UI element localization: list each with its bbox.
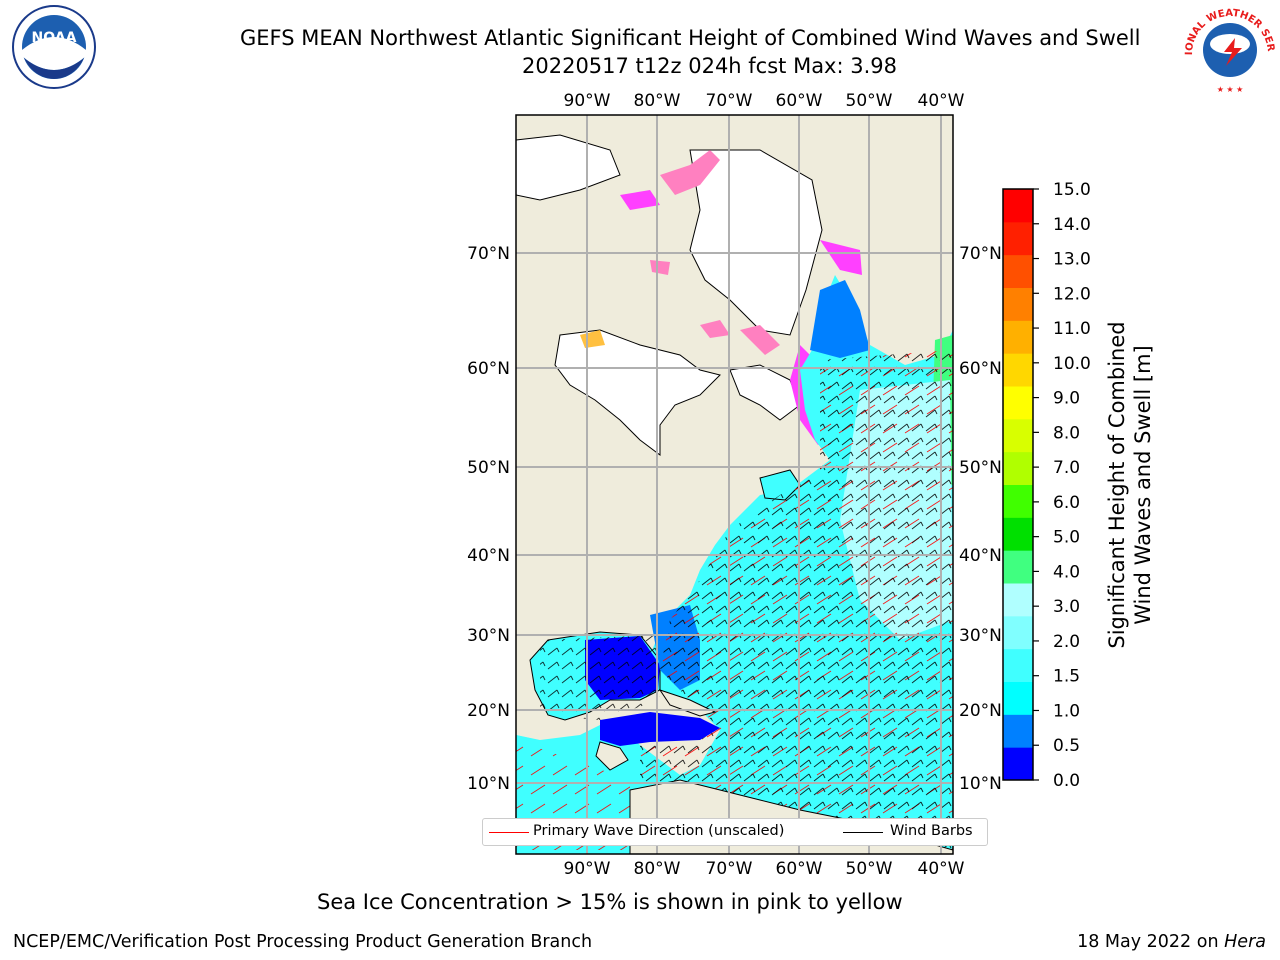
lon-tick: 90°W [564, 859, 611, 879]
colorbar-swatch [1003, 189, 1033, 223]
colorbar-tick-label: 0.5 [1053, 736, 1080, 756]
colorbar-tick-label: 10.0 [1053, 354, 1091, 374]
map-legend: Primary Wave Direction (unscaled) Wind B… [482, 818, 988, 846]
colorbar-label-line2: Wind Waves and Swell [m] [1131, 345, 1155, 625]
lon-tick: 50°W [846, 859, 893, 879]
colorbar-swatch [1003, 517, 1033, 551]
colorbar-tick-label: 4.0 [1053, 562, 1080, 582]
lat-tick: 60°N [959, 359, 1002, 379]
map-frame [515, 114, 954, 855]
date-text: 18 May 2022 on [1077, 932, 1219, 952]
colorbar-tick-label: 3.0 [1053, 597, 1080, 617]
date-host: Hera [1224, 932, 1266, 952]
lon-ticks-top: 90°W 80°W 70°W 60°W 50°W 40°W [564, 91, 965, 111]
noaa-logo: NOAA [12, 5, 96, 89]
colorbar-swatch [1003, 714, 1033, 748]
colorbar-tick-label: 5.0 [1053, 528, 1080, 548]
colorbar-swatch [1003, 747, 1033, 781]
arctic-channels-region [516, 134, 621, 201]
lat-tick: 30°N [959, 626, 1002, 646]
colorbar-tick-label: 8.0 [1053, 423, 1080, 443]
colorbar-tick-label: 1.5 [1053, 667, 1080, 687]
noaa-logo-text: NOAA [32, 30, 77, 46]
lon-tick: 60°W [776, 91, 823, 111]
legend-wind-barbs: Wind Barbs [890, 823, 973, 839]
date-line: 18 May 2022 on Hera [1077, 932, 1266, 952]
colorbar-tick-label: 0.0 [1053, 771, 1080, 791]
sea-ice-note: Sea Ice Concentration > 15% is shown in … [317, 890, 903, 914]
colorbar-tick-label: 15.0 [1053, 180, 1091, 200]
lat-tick: 70°N [959, 244, 1002, 264]
chart-subtitle: 20220517 t12z 024h fcst Max: 3.98 [522, 54, 897, 78]
hudson-bay-region [554, 329, 721, 456]
colorbar-swatch [1003, 484, 1033, 518]
credit-line: NCEP/EMC/Verification Post Processing Pr… [13, 932, 593, 952]
colorbar-swatch [1003, 681, 1033, 715]
lon-tick: 70°W [706, 859, 753, 879]
lat-tick: 10°N [959, 774, 1002, 794]
colorbar-tick-label: 11.0 [1053, 319, 1091, 339]
colorbar-swatch [1003, 320, 1033, 354]
lat-tick: 20°N [467, 701, 510, 721]
colorbar-tick-label: 13.0 [1053, 250, 1091, 270]
lat-tick: 50°N [467, 458, 510, 478]
chart-title: GEFS MEAN Northwest Atlantic Significant… [240, 26, 1141, 50]
lat-tick: 40°N [467, 546, 510, 566]
lon-tick: 40°W [918, 91, 965, 111]
colorbar-swatch [1003, 353, 1033, 387]
lat-tick: 70°N [467, 244, 510, 264]
colorbar-label: Significant Height of Combined Wind Wave… [1104, 305, 1156, 665]
colorbar-swatch [1003, 550, 1033, 584]
colorbar-swatch [1003, 648, 1033, 682]
colorbar-tick-label: 9.0 [1053, 389, 1080, 409]
wave-direction-swatch [489, 832, 529, 833]
lat-tick: 20°N [959, 701, 1002, 721]
lat-ticks-left: 70°N 60°N 50°N 40°N 30°N 20°N 10°N [467, 244, 510, 794]
colorbar-swatch [1003, 451, 1033, 485]
wind-barbs-swatch [843, 832, 883, 833]
colorbar-swatch [1003, 221, 1033, 256]
lat-tick: 50°N [959, 458, 1002, 478]
lat-tick: 10°N [467, 774, 510, 794]
colorbar-swatch [1003, 583, 1033, 617]
lon-tick: 40°W [918, 859, 965, 879]
lon-tick: 60°W [776, 859, 823, 879]
colorbar-tick-label: 6.0 [1053, 493, 1080, 513]
colorbar-swatch [1003, 287, 1033, 321]
lat-tick: 60°N [467, 359, 510, 379]
lon-tick: 90°W [564, 91, 611, 111]
lon-tick: 80°W [634, 91, 681, 111]
colorbar-tick-label: 7.0 [1053, 458, 1080, 478]
colorbar-tick-label: 1.0 [1053, 701, 1080, 721]
lon-tick: 80°W [634, 859, 681, 879]
colorbar: 0.0 0.5 1.0 1.5 2.0 3.0 4.0 5.0 6.0 7.0 8.0 9.0 10.0… [1002, 180, 1091, 791]
colorbar-swatch [1003, 418, 1033, 453]
colorbar-tick-label: 14.0 [1053, 215, 1091, 235]
lat-tick: 40°N [959, 546, 1002, 566]
lon-ticks-bottom: 90°W 80°W 70°W 60°W 50°W 40°W [564, 859, 965, 879]
svg-text:★ ★ ★: ★ ★ ★ [1217, 85, 1244, 94]
graticule [516, 115, 953, 854]
colorbar-swatch [1003, 254, 1033, 288]
map-area [516, 115, 953, 854]
colorbar-frame [1002, 188, 1034, 781]
lon-tick: 70°W [706, 91, 753, 111]
colorbar-swatch [1003, 615, 1033, 650]
lon-tick: 50°W [846, 91, 893, 111]
legend-wave-direction: Primary Wave Direction (unscaled) [533, 823, 785, 839]
colorbar-swatch [1003, 386, 1033, 420]
lat-ticks-right: 70°N 60°N 50°N 40°N 30°N 20°N 10°N [959, 244, 1002, 794]
colorbar-label-line1: Significant Height of Combined [1105, 321, 1129, 649]
colorbar-tick-label: 2.0 [1053, 632, 1080, 652]
colorbar-tick-label: 12.0 [1053, 284, 1091, 304]
baffin-bay-region [689, 149, 823, 336]
nws-logo: NATIONAL WEATHER SERVICE ★ ★ ★ [1180, 0, 1276, 96]
lat-tick: 30°N [467, 626, 510, 646]
